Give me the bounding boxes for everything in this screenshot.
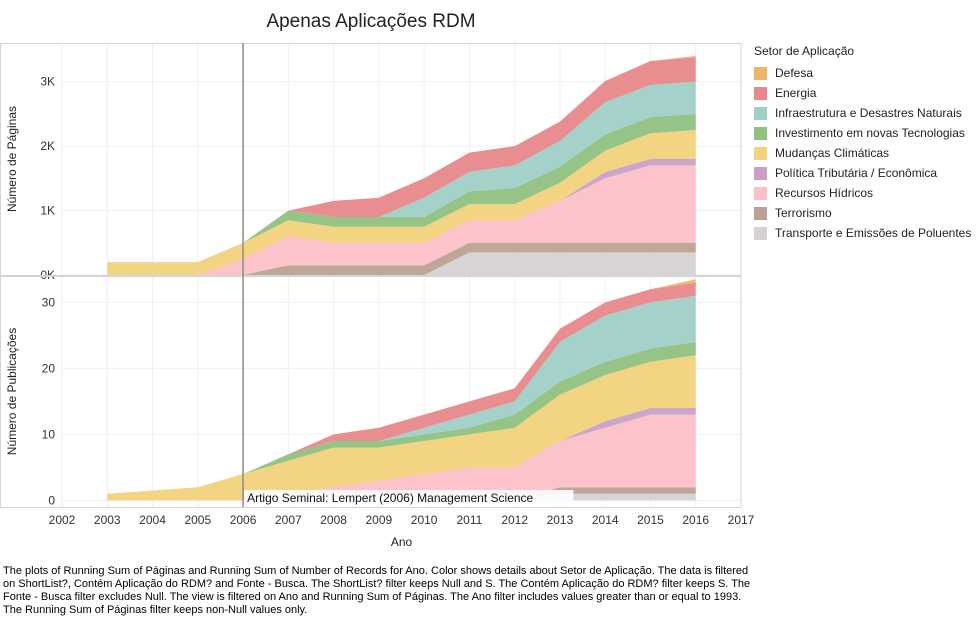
area-pol-tica-tribut-ria-econ-mica [107, 408, 696, 501]
legend-label: Transporte e Emissões de Poluentes [775, 226, 972, 240]
legend-item[interactable]: Mudanças Climáticas [754, 143, 971, 163]
annotation-background [244, 490, 574, 505]
chart-title: Apenas Aplicações RDM [266, 11, 475, 32]
legend-swatch [754, 86, 767, 100]
y-tick-label: 0 [48, 493, 55, 507]
panel-frame [0, 43, 742, 276]
x-tick-label: 2012 [501, 513, 528, 527]
legend-swatch [754, 146, 767, 160]
legend-swatch [754, 126, 767, 140]
legend-label: Mudanças Climáticas [775, 146, 890, 160]
legend-item[interactable]: Transporte e Emissões de Poluentes [754, 223, 971, 243]
legend-item[interactable]: Infraestrutura e Desastres Naturais [754, 103, 971, 123]
x-tick-label: 2003 [94, 513, 121, 527]
x-tick-label: 2006 [230, 513, 257, 527]
x-tick-label: 2007 [275, 513, 302, 527]
x-tick-label: 2008 [320, 513, 347, 527]
y-tick-label: 3K [40, 75, 55, 89]
legend-title: Setor de Aplicação [754, 44, 855, 58]
area-recursos-h-dricos [107, 165, 696, 275]
x-tick-label: 2011 [456, 513, 482, 527]
x-tick-label: 2014 [592, 513, 619, 527]
legend-item[interactable]: Terrorismo [754, 203, 971, 223]
annotation-label: Artigo Seminal: Lempert (2006) Managemen… [247, 491, 533, 505]
legend-item[interactable]: Investimento em novas Tecnologias [754, 123, 971, 143]
chart-caption: The plots of Running Sum of Páginas and … [3, 565, 751, 616]
legend-swatch [754, 66, 767, 80]
legend-item[interactable]: Defesa [754, 63, 971, 83]
legend-label: Defesa [775, 66, 814, 80]
area-terrorismo [107, 487, 696, 501]
area-infraestrutura-e-desastres-naturais [107, 295, 696, 494]
y-tick-label: 20 [42, 361, 56, 375]
area-infraestrutura-e-desastres-naturais [107, 81, 696, 263]
area-transporte-e-emiss-es-de-poluentes [107, 252, 696, 275]
area-terrorismo [107, 242, 696, 275]
x-tick-label: 2009 [366, 513, 393, 527]
panel-frame [0, 276, 742, 508]
area-mudan-as-clim-ticas [107, 130, 696, 275]
legend-label: Política Tributária / Econômica [775, 166, 938, 180]
area-energia [107, 57, 696, 263]
legend: Setor de Aplicação Defesa Energia Infraest… [754, 44, 971, 243]
x-tick-label: 2010 [411, 513, 438, 527]
x-axis-title: Ano [391, 535, 413, 549]
area-recursos-h-dricos [107, 414, 696, 501]
area-mudan-as-clim-ticas [107, 355, 696, 501]
x-tick-label: 2016 [682, 513, 709, 527]
legend-item[interactable]: Energia [754, 83, 971, 103]
y-axis-title: Número de Páginas [5, 106, 19, 212]
x-tick-label: 2002 [49, 513, 76, 527]
legend-label: Infraestrutura e Desastres Naturais [775, 106, 962, 120]
y-tick-label: 10 [42, 427, 56, 441]
legend-label: Investimento em novas Tecnologias [775, 126, 965, 140]
legend-swatch [754, 166, 767, 180]
x-tick-label: 2015 [637, 513, 664, 527]
area-investimento-em-novas-tecnologias [107, 113, 696, 263]
area-energia [107, 282, 696, 494]
x-tick-label: 2013 [547, 513, 574, 527]
x-tick-label: 2005 [184, 513, 211, 527]
y-tick-label: 30 [42, 295, 56, 309]
y-tick-label: 1K [40, 204, 55, 218]
legend-label: Terrorismo [775, 206, 832, 220]
legend-label: Recursos Hídricos [775, 186, 874, 200]
y-tick-label: 2K [40, 139, 55, 153]
legend-swatch [754, 106, 767, 120]
legend-swatch [754, 186, 767, 200]
area-investimento-em-novas-tecnologias [107, 342, 696, 494]
legend-item[interactable]: Política Tributária / Econômica [754, 163, 971, 183]
legend-swatch [754, 226, 767, 240]
legend-item[interactable]: Recursos Hídricos [754, 183, 971, 203]
legend-label: Energia [775, 86, 817, 100]
y-axis-title: Número de Publicações [5, 328, 19, 455]
x-tick-label: 2017 [728, 513, 755, 527]
legend-swatch [754, 206, 767, 220]
x-tick-label: 2004 [139, 513, 166, 527]
